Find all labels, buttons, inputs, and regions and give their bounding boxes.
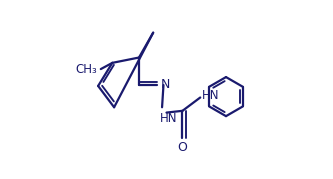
Text: HN: HN: [160, 112, 177, 125]
Text: N: N: [160, 78, 169, 91]
Text: CH₃: CH₃: [76, 64, 97, 76]
Text: HN: HN: [202, 89, 219, 102]
Text: O: O: [177, 141, 187, 154]
